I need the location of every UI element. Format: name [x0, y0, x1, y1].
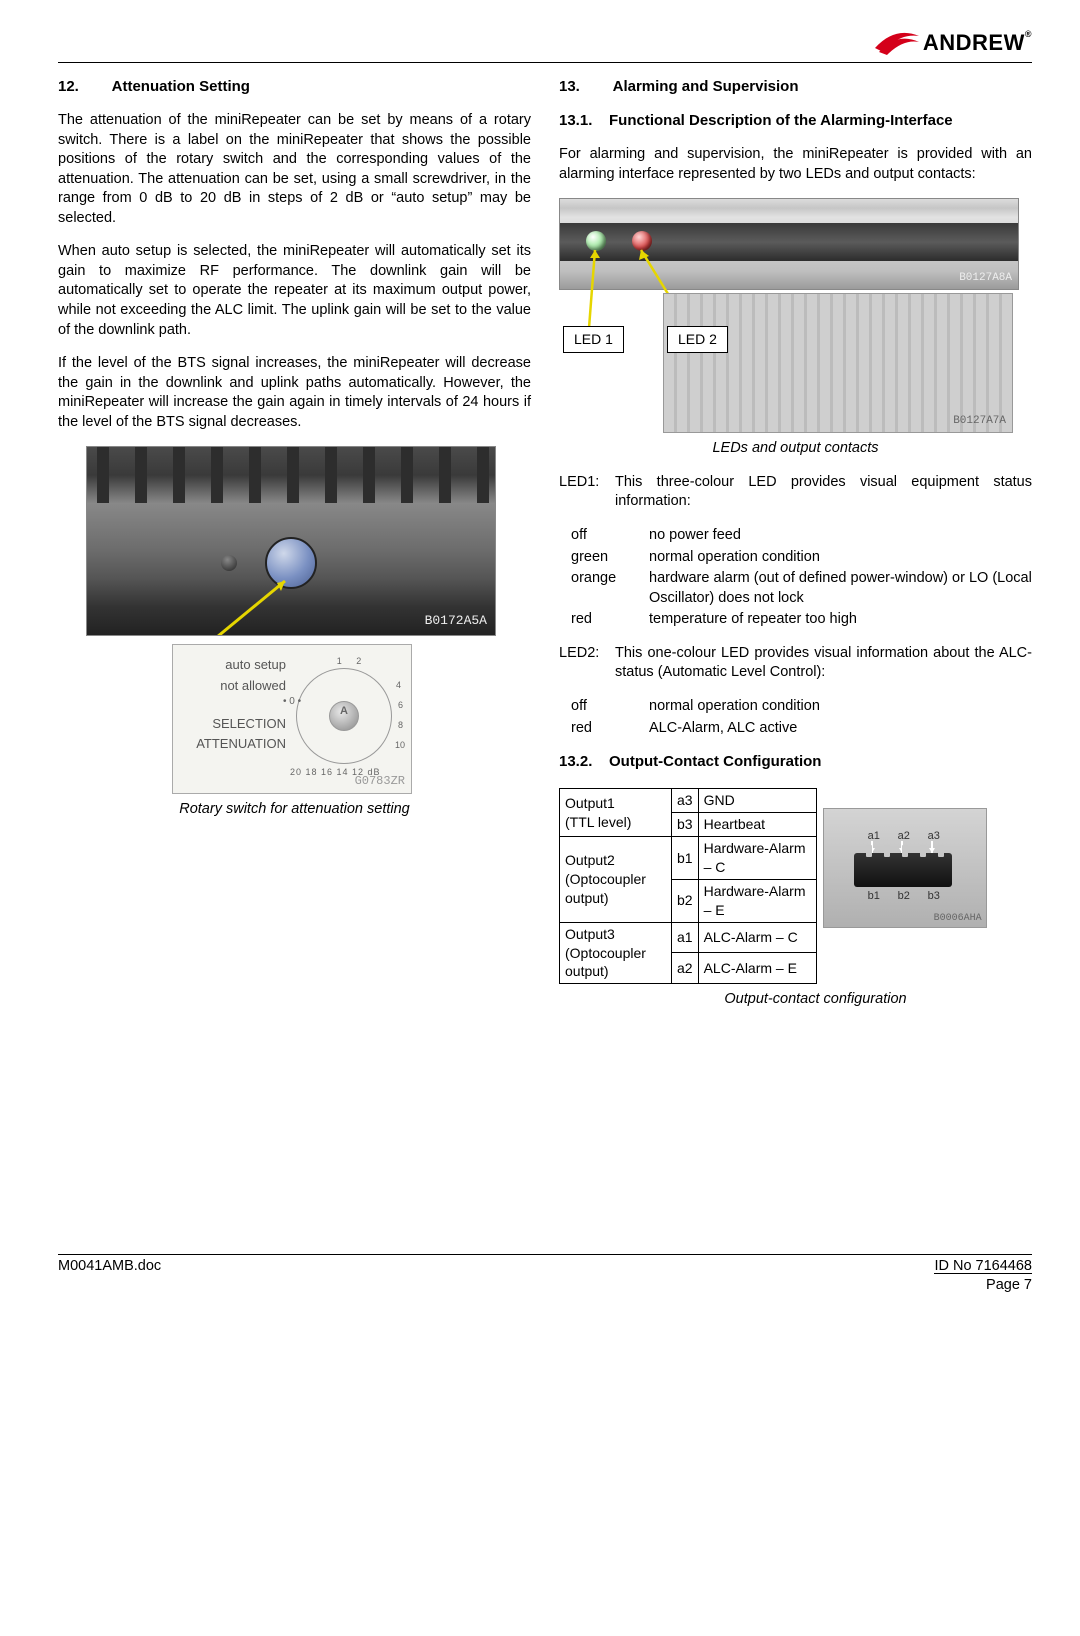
output-contact-caption: Output-contact configuration — [599, 990, 1032, 1010]
dial-ring-icon: A • 0 • 4 6 8 10 — [296, 668, 392, 764]
page-footer: M0041AMB.doc ID No 7164468 Page 7 — [58, 1254, 1032, 1296]
section-12-p3: If the level of the BTS signal increases… — [58, 354, 531, 432]
leds-caption: LEDs and output contacts — [559, 439, 1032, 459]
footer-page-number: Page 7 — [934, 1273, 1032, 1296]
brand-logo: ANDREW® — [873, 28, 1032, 58]
figure-tag: B0127A7A — [953, 414, 1006, 429]
connector-plug-icon — [854, 853, 952, 887]
rotary-switch-figure: B0172A5A auto setup not allowed SELECTIO… — [86, 446, 496, 794]
output-contact-table: Output1 (TTL level) a3 GND b3 Heartbeat … — [559, 788, 817, 984]
footer-id: ID No 7164468 — [934, 1257, 1032, 1277]
table-row-head: Output3 (Optocoupler output) — [560, 922, 672, 984]
leds-figure: B0127A8A B0127A7A LED 1 LED 2 — [559, 198, 1019, 433]
dial-label-auto: auto setup — [181, 655, 286, 675]
rotary-photo-top: B0172A5A — [86, 446, 496, 636]
screw-icon — [221, 555, 237, 571]
figure-tag: B0127A8A — [959, 271, 1012, 286]
dial-label-notallowed: not allowed — [181, 676, 286, 696]
section-12-p1: The attenuation of the miniRepeater can … — [58, 111, 531, 228]
led2-callout: LED 2 — [667, 326, 728, 353]
section-13-1-p1: For alarming and supervision, the miniRe… — [559, 145, 1032, 184]
dial-marks-top: 1 2 — [312, 655, 392, 667]
dial-center-letter: A — [340, 704, 348, 719]
led2-states-table: offnormal operation condition redALC-Ala… — [571, 697, 1032, 738]
leds-photo-bottom: B0127A7A — [663, 293, 1013, 433]
section-13-heading: 13. Alarming and Supervision — [559, 77, 1032, 97]
table-row-head: Output2 (Optocoupler output) — [560, 837, 672, 923]
right-column: 13. Alarming and Supervision 13.1. Funct… — [559, 77, 1032, 1024]
dial-label-attenuation: ATTENUATION — [181, 734, 286, 754]
brand-text: ANDREW® — [923, 28, 1032, 58]
table-row-head: Output1 (TTL level) — [560, 789, 672, 837]
rotary-caption: Rotary switch for attenuation setting — [58, 800, 531, 820]
output-contact-block: Output1 (TTL level) a3 GND b3 Heartbeat … — [559, 786, 1032, 984]
footer-doc-name: M0041AMB.doc — [58, 1257, 161, 1296]
section-12-heading: 12. Attenuation Setting — [58, 77, 531, 97]
section-12-p2: When auto setup is selected, the miniRep… — [58, 242, 531, 340]
figure-tag: B0172A5A — [425, 612, 487, 630]
section-13-1-heading: 13.1. Functional Description of the Alar… — [559, 111, 1032, 131]
page-header: ANDREW® — [58, 28, 1032, 63]
led1-callout: LED 1 — [563, 326, 624, 353]
led1-description: LED1: This three-colour LED provides vis… — [559, 473, 1032, 512]
left-column: 12. Attenuation Setting The attenuation … — [58, 77, 531, 1024]
leds-photo-top: B0127A8A — [559, 198, 1019, 290]
section-13-2-heading: 13.2. Output-Contact Configuration — [559, 752, 1032, 772]
led2-description: LED2: This one-colour LED provides visua… — [559, 644, 1032, 683]
figure-tag: G0783ZR — [355, 773, 405, 789]
brand-swoosh-icon — [873, 30, 921, 56]
dial-label-selection: SELECTION — [181, 714, 286, 734]
rotary-label-diagram: auto setup not allowed SELECTION ATTENUA… — [172, 644, 412, 794]
led1-states-table: offno power feed greennormal operation c… — [571, 526, 1032, 630]
connector-figure: a1 a2 a3 b1 b2 b3 B0006AHA — [823, 808, 987, 928]
figure-tag: B0006AHA — [934, 912, 982, 926]
